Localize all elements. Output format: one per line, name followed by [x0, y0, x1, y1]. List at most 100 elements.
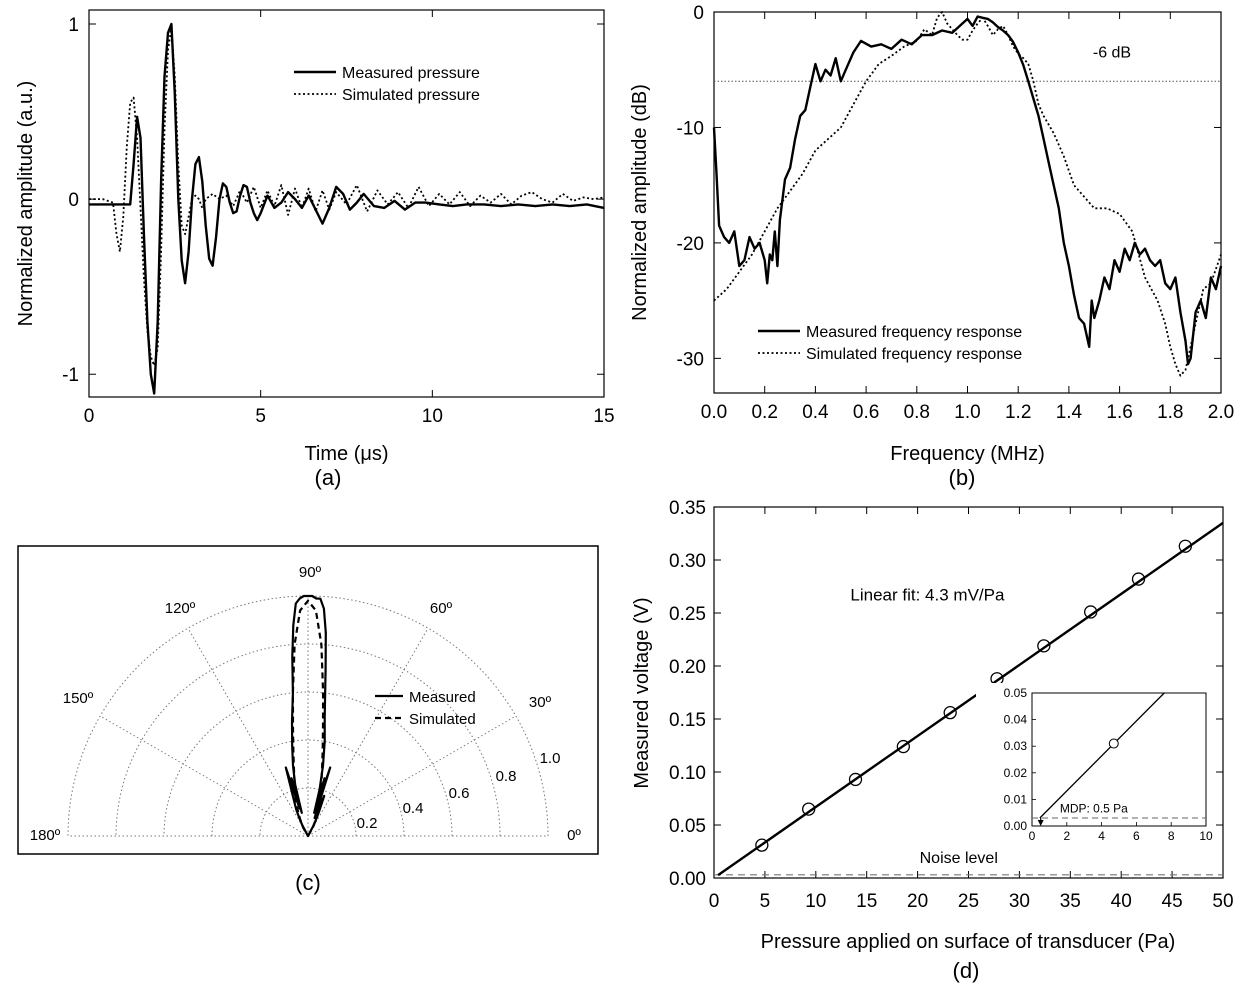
series-line-2	[713, 11, 1222, 377]
polar-legend-label-2: Simulated	[409, 711, 476, 728]
legend-label-2: Simulated frequency response	[806, 346, 1022, 363]
data-point	[755, 838, 769, 852]
y-tick-label: -10	[677, 118, 704, 139]
inset-frame	[1031, 692, 1207, 827]
data-point	[1131, 572, 1146, 586]
linear-fit-line	[717, 521, 1224, 877]
panel-a-chart: (a) 0 5 10 15 -1 0 1 Time (μs) Normalized amplit…	[0, 0, 626, 495]
y-tick-label: 0.05	[669, 816, 706, 837]
polar-angle-label: 0º	[567, 827, 581, 844]
inset-x-tick-label: 4	[1098, 829, 1105, 843]
x-tick-label: 0	[709, 891, 720, 912]
polar-radial-label: 0.2	[357, 815, 378, 832]
data-point	[943, 705, 957, 720]
x-tick-label: 50	[1212, 891, 1233, 912]
y-tick-label: -1	[62, 365, 79, 386]
panel-c-label: (c)	[295, 870, 321, 895]
directivity-polar-plot: (c) 0º 30º 60º 90º 120º 150º 180º 0.2 0.4 0.6 0.8 1…	[17, 545, 599, 895]
y-tick-label: 0	[693, 3, 704, 24]
inset-fit-line	[1039, 692, 1165, 819]
inset-y-tick-label: 0.00	[1004, 819, 1028, 833]
data-point	[802, 802, 816, 816]
polar-frame	[17, 545, 599, 855]
x-tick-label: 10	[805, 891, 826, 912]
y-axis-label: Normalized amplitude (dB)	[629, 84, 651, 321]
reference-line-label: -6 dB	[1093, 44, 1131, 61]
polar-radial-label: 1.0	[540, 750, 561, 767]
data-point	[896, 739, 910, 754]
panel-a-label: (a)	[315, 465, 342, 490]
inset-y-tick-label: 0.05	[1004, 686, 1028, 700]
y-tick-label: 0.00	[669, 869, 706, 890]
inset-x-tick-label: 0	[1029, 829, 1036, 843]
noise-level-label: Noise level	[920, 850, 998, 867]
polar-grid-spoke	[99, 715, 309, 837]
x-tick-label: 25	[958, 891, 979, 912]
polar-grid-ring	[259, 787, 357, 837]
x-tick-label: 0.2	[751, 402, 777, 423]
inset-x-tick-label: 2	[1063, 829, 1070, 843]
mdp-label: MDP: 0.5 Pa	[1060, 802, 1128, 816]
y-tick-label: -20	[677, 234, 704, 255]
polar-angle-label: 120º	[165, 600, 196, 617]
y-tick-label: 0.35	[669, 498, 706, 519]
x-axis-label: Pressure applied on surface of transduce…	[761, 931, 1176, 953]
x-tick-label: 0.8	[904, 402, 930, 423]
polar-legend-label-1: Measured	[409, 689, 476, 706]
panel-b-label: (b)	[949, 465, 976, 490]
y-tick-label: -30	[677, 349, 704, 370]
frequency-response-plot: (b) 0.0 0.2 0.4 0.6 0.8 1.0 1.2 1.4 1.6 1.8 2.0 0 -1…	[629, 3, 1234, 490]
polar-grid-ring	[211, 739, 405, 837]
x-tick-label: 1.0	[954, 402, 980, 423]
inset-y-tick-label: 0.04	[1004, 713, 1028, 727]
y-tick-label: 0.15	[669, 710, 706, 731]
legend-label-2: Simulated pressure	[342, 87, 480, 104]
x-tick-label: 15	[593, 406, 614, 427]
data-point	[1037, 639, 1051, 653]
polar-angle-label: 30º	[529, 694, 552, 711]
polar-angle-label: 90º	[299, 564, 322, 581]
panel-d-chart: (d) 0 5 10 15 20 25 30 35 40 45 50 0.00 0.05 0.10 0.15…	[626, 495, 1253, 987]
x-tick-label: 0.6	[853, 402, 879, 423]
x-axis-label: Time (μs)	[304, 443, 388, 465]
fit-annotation: Linear fit: 4.3 mV/Pa	[850, 585, 1005, 604]
data-point	[1084, 605, 1098, 619]
x-tick-label: 0.4	[802, 402, 829, 423]
polar-grid-ring	[115, 643, 501, 837]
voltage-pressure-plot: (d) 0 5 10 15 20 25 30 35 40 45 500.000.050.100.15…	[631, 498, 1234, 983]
polar-angle-label: 60º	[430, 600, 453, 617]
x-tick-label: 10	[422, 406, 443, 427]
mdp-arrow-head	[1037, 820, 1044, 826]
y-tick-label: 1	[68, 15, 79, 36]
legend-label-1: Measured frequency response	[806, 324, 1022, 341]
polar-radial-label: 0.6	[449, 785, 470, 802]
inset-data-point	[1108, 738, 1119, 749]
data-point	[848, 772, 863, 787]
series-line-1	[89, 22, 605, 395]
polar-radial-label: 0.4	[403, 800, 424, 817]
x-tick-label: 5	[760, 891, 771, 912]
x-tick-label: 20	[907, 891, 928, 912]
x-tick-label: 0	[84, 406, 95, 427]
x-tick-label: 35	[1060, 891, 1081, 912]
x-tick-label: 1.2	[1005, 402, 1031, 423]
x-tick-label: 1.6	[1106, 402, 1132, 423]
panel-b-chart: (b) 0.0 0.2 0.4 0.6 0.8 1.0 1.2 1.4 1.6 1.8 2.0 0 -1…	[626, 0, 1253, 495]
y-axis-label: Measured voltage (V)	[631, 597, 653, 788]
x-tick-label: 1.8	[1157, 402, 1183, 423]
series-line-1	[712, 15, 1223, 366]
y-axis-label: Normalized amplitude (a.u.)	[15, 81, 37, 327]
inset-y-tick-label: 0.02	[1004, 766, 1028, 780]
inset-x-tick-label: 6	[1133, 829, 1140, 843]
inset-y-tick-label: 0.01	[1004, 792, 1028, 806]
x-tick-label: 1.4	[1056, 402, 1083, 423]
y-tick-label: 0.10	[669, 763, 706, 784]
x-tick-label: 30	[1009, 891, 1030, 912]
x-axis-label: Frequency (MHz)	[890, 443, 1044, 465]
polar-radial-label: 0.8	[496, 768, 517, 785]
inset-y-tick-label: 0.03	[1004, 739, 1028, 753]
y-tick-label: 0.20	[669, 657, 706, 678]
y-tick-label: 0	[68, 190, 79, 211]
panel-c-chart: (c) 0º 30º 60º 90º 120º 150º 180º 0.2 0.4 0.6 0.8 1…	[0, 495, 626, 987]
